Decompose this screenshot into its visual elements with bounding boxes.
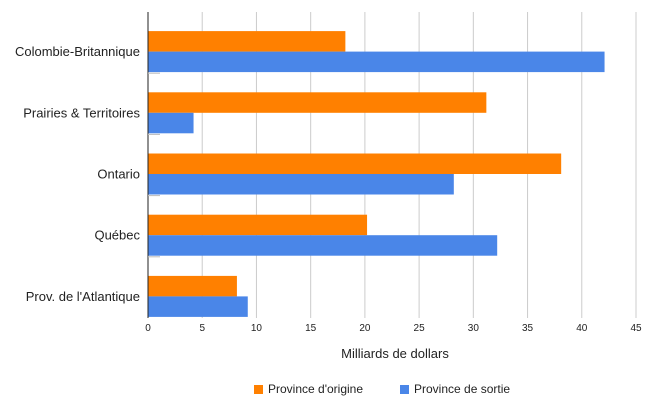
legend-swatch-1 bbox=[400, 385, 409, 394]
legend-label-0: Province d'origine bbox=[268, 382, 363, 396]
category-label-0: Colombie-Britannique bbox=[15, 44, 140, 59]
category-label-3: Québec bbox=[94, 228, 140, 243]
category-label-1: Prairies & Territoires bbox=[23, 105, 140, 120]
bar-origine-0 bbox=[148, 31, 346, 52]
x-tick-labels: 0 5 10 15 20 25 30 35 40 45 bbox=[145, 323, 642, 334]
x-tick-label-25: 25 bbox=[414, 323, 426, 334]
category-label-4: Prov. de l'Atlantique bbox=[26, 289, 140, 304]
legend: Province d'origine Province de sortie bbox=[254, 382, 510, 396]
bar-sortie-0 bbox=[148, 51, 605, 73]
bar-origine-3 bbox=[148, 214, 368, 236]
x-tick-label-40: 40 bbox=[576, 323, 588, 334]
legend-label-1: Province de sortie bbox=[414, 382, 510, 396]
x-tick-label-45: 45 bbox=[630, 323, 642, 334]
x-axis-title: Milliards de dollars bbox=[341, 346, 449, 361]
category-labels: Colombie-Britannique Prairies & Territoir… bbox=[15, 44, 141, 304]
x-tick-label-0: 0 bbox=[145, 323, 151, 334]
bar-origine-2 bbox=[148, 153, 562, 174]
bar-sortie-4 bbox=[148, 296, 248, 317]
x-tick-label-15: 15 bbox=[305, 323, 317, 334]
legend-swatch-0 bbox=[254, 385, 263, 394]
bar-sortie-1 bbox=[148, 112, 194, 134]
x-tick-label-5: 5 bbox=[199, 323, 205, 334]
bar-origine-4 bbox=[148, 275, 237, 297]
y-axis-separators bbox=[148, 72, 160, 258]
x-tick-label-35: 35 bbox=[522, 323, 534, 334]
x-tick-label-10: 10 bbox=[251, 323, 263, 334]
category-label-2: Ontario bbox=[97, 167, 140, 182]
bars bbox=[148, 31, 605, 317]
bar-origine-1 bbox=[148, 92, 487, 113]
bar-sortie-2 bbox=[148, 174, 454, 195]
x-tick-label-30: 30 bbox=[468, 323, 480, 334]
bar-sortie-3 bbox=[148, 235, 498, 256]
x-tick-label-20: 20 bbox=[359, 323, 371, 334]
